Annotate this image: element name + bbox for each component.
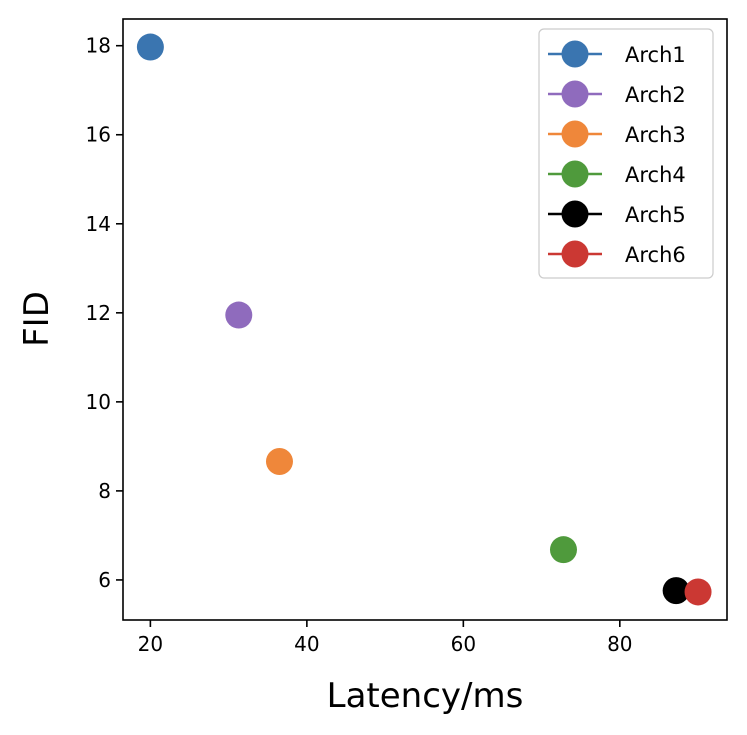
- legend-marker: [561, 120, 589, 148]
- y-axis-label: FID: [17, 291, 57, 347]
- point-arch3: [265, 448, 293, 476]
- y-tick-label: 12: [86, 301, 111, 325]
- point-arch4: [549, 536, 577, 564]
- legend-item-arch3: Arch3: [548, 120, 686, 148]
- plot-frame: [122, 18, 728, 621]
- x-tick-label: 40: [294, 632, 319, 656]
- y-axis-ticks: 6 8 10 12 14 16 18: [86, 34, 123, 592]
- point-arch2: [225, 301, 253, 329]
- data-points: [136, 33, 712, 606]
- y-tick-label: 18: [86, 34, 111, 58]
- point-arch1: [136, 33, 164, 61]
- x-tick-label: 80: [607, 632, 632, 656]
- x-tick-label: 20: [138, 632, 163, 656]
- legend-item-arch5: Arch5: [548, 200, 686, 228]
- legend-marker: [561, 40, 589, 68]
- legend-label: Arch2: [625, 83, 686, 107]
- legend-marker: [561, 240, 589, 268]
- y-tick-label: 10: [86, 390, 111, 414]
- legend-marker: [561, 200, 589, 228]
- legend-item-arch2: Arch2: [548, 80, 686, 108]
- legend-item-arch1: Arch1: [548, 40, 686, 68]
- x-axis-ticks: 20 40 60 80: [138, 620, 633, 656]
- y-tick-label: 14: [86, 212, 111, 236]
- y-tick-label: 6: [98, 568, 111, 592]
- y-tick-label: 16: [86, 123, 111, 147]
- legend-label: Arch6: [625, 243, 686, 267]
- legend-label: Arch5: [625, 203, 686, 227]
- point-arch6: [684, 578, 712, 606]
- legend-item-arch4: Arch4: [548, 160, 686, 188]
- legend-label: Arch1: [625, 43, 686, 67]
- legend: Arch1 Arch2 Arch3 Arch4 Arch5 Arch6: [538, 28, 714, 279]
- legend-label: Arch3: [625, 123, 686, 147]
- x-tick-label: 60: [451, 632, 476, 656]
- x-axis-label: Latency/ms: [327, 676, 524, 716]
- legend-label: Arch4: [625, 163, 686, 187]
- point-arch5: [662, 577, 690, 605]
- y-tick-label: 8: [98, 479, 111, 503]
- legend-item-arch6: Arch6: [548, 240, 686, 268]
- legend-marker: [561, 80, 589, 108]
- legend-marker: [561, 160, 589, 188]
